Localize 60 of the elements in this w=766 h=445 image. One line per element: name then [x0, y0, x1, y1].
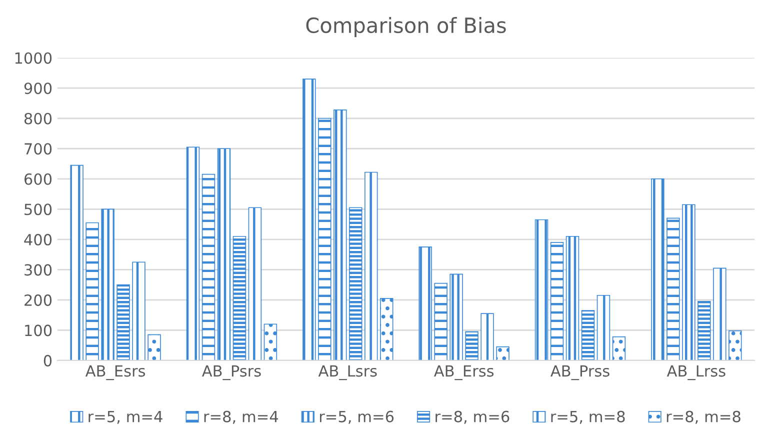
bar	[70, 164, 84, 360]
bar	[116, 284, 130, 360]
bar	[612, 336, 626, 360]
bar	[480, 313, 494, 360]
legend-label: r=5, m=6	[320, 410, 394, 424]
x-tick-label: AB_Lrss	[666, 365, 726, 380]
y-tick-label: 100	[25, 324, 52, 336]
x-tick-label: AB_Psrs	[202, 365, 261, 380]
bar	[148, 334, 161, 360]
x-tick-label: AB_Prss	[550, 365, 610, 380]
bar	[581, 310, 595, 360]
bar	[232, 236, 246, 360]
y-tick-label: 0	[44, 354, 52, 366]
bar	[465, 331, 478, 360]
bar	[534, 219, 548, 360]
bar	[132, 262, 146, 360]
y-tick-label: 500	[24, 204, 52, 216]
y-tick-label: 300	[24, 264, 52, 276]
y-tick-label: 700	[24, 143, 52, 155]
bar	[86, 222, 99, 360]
bar	[349, 207, 362, 360]
chart-title: Comparison of Bias	[306, 17, 506, 38]
bar	[713, 268, 726, 360]
bar	[450, 274, 463, 360]
legend-label: r=8, m=8	[666, 410, 740, 424]
legend-label: r=5, m=8	[551, 410, 625, 424]
y-tick-label: 1000	[15, 52, 52, 64]
bar	[566, 236, 580, 360]
y-tick-label: 800	[24, 112, 52, 124]
legend-label: r=8, m=6	[436, 410, 510, 424]
bar	[596, 294, 610, 360]
bar	[380, 298, 394, 360]
x-tick-label: AB_Esrs	[85, 365, 146, 380]
legend-label: r=5, m=4	[88, 410, 162, 424]
x-tick-label: AB_Erss	[434, 365, 494, 380]
bar	[217, 148, 231, 360]
y-tick-label: 200	[24, 294, 52, 306]
bar	[434, 282, 448, 360]
bar	[682, 204, 696, 360]
bar	[186, 146, 200, 360]
bar	[550, 242, 564, 360]
bar	[334, 109, 347, 360]
bar	[651, 178, 664, 360]
bar	[101, 208, 114, 360]
x-tick-label: AB_Lsrs	[318, 365, 377, 380]
bar	[248, 207, 262, 360]
y-tick-label: 600	[24, 173, 52, 185]
bar	[302, 78, 316, 360]
y-tick-label: 400	[24, 234, 52, 246]
bar	[318, 118, 332, 360]
bar	[698, 301, 711, 360]
bar	[364, 172, 378, 360]
bar	[418, 246, 432, 360]
y-tick-label: 900	[24, 82, 52, 94]
bar	[666, 218, 680, 360]
legend-label: r=8, m=4	[204, 410, 278, 424]
bar	[202, 174, 216, 360]
bar	[496, 346, 510, 360]
bar	[264, 324, 278, 360]
bar	[728, 330, 742, 360]
